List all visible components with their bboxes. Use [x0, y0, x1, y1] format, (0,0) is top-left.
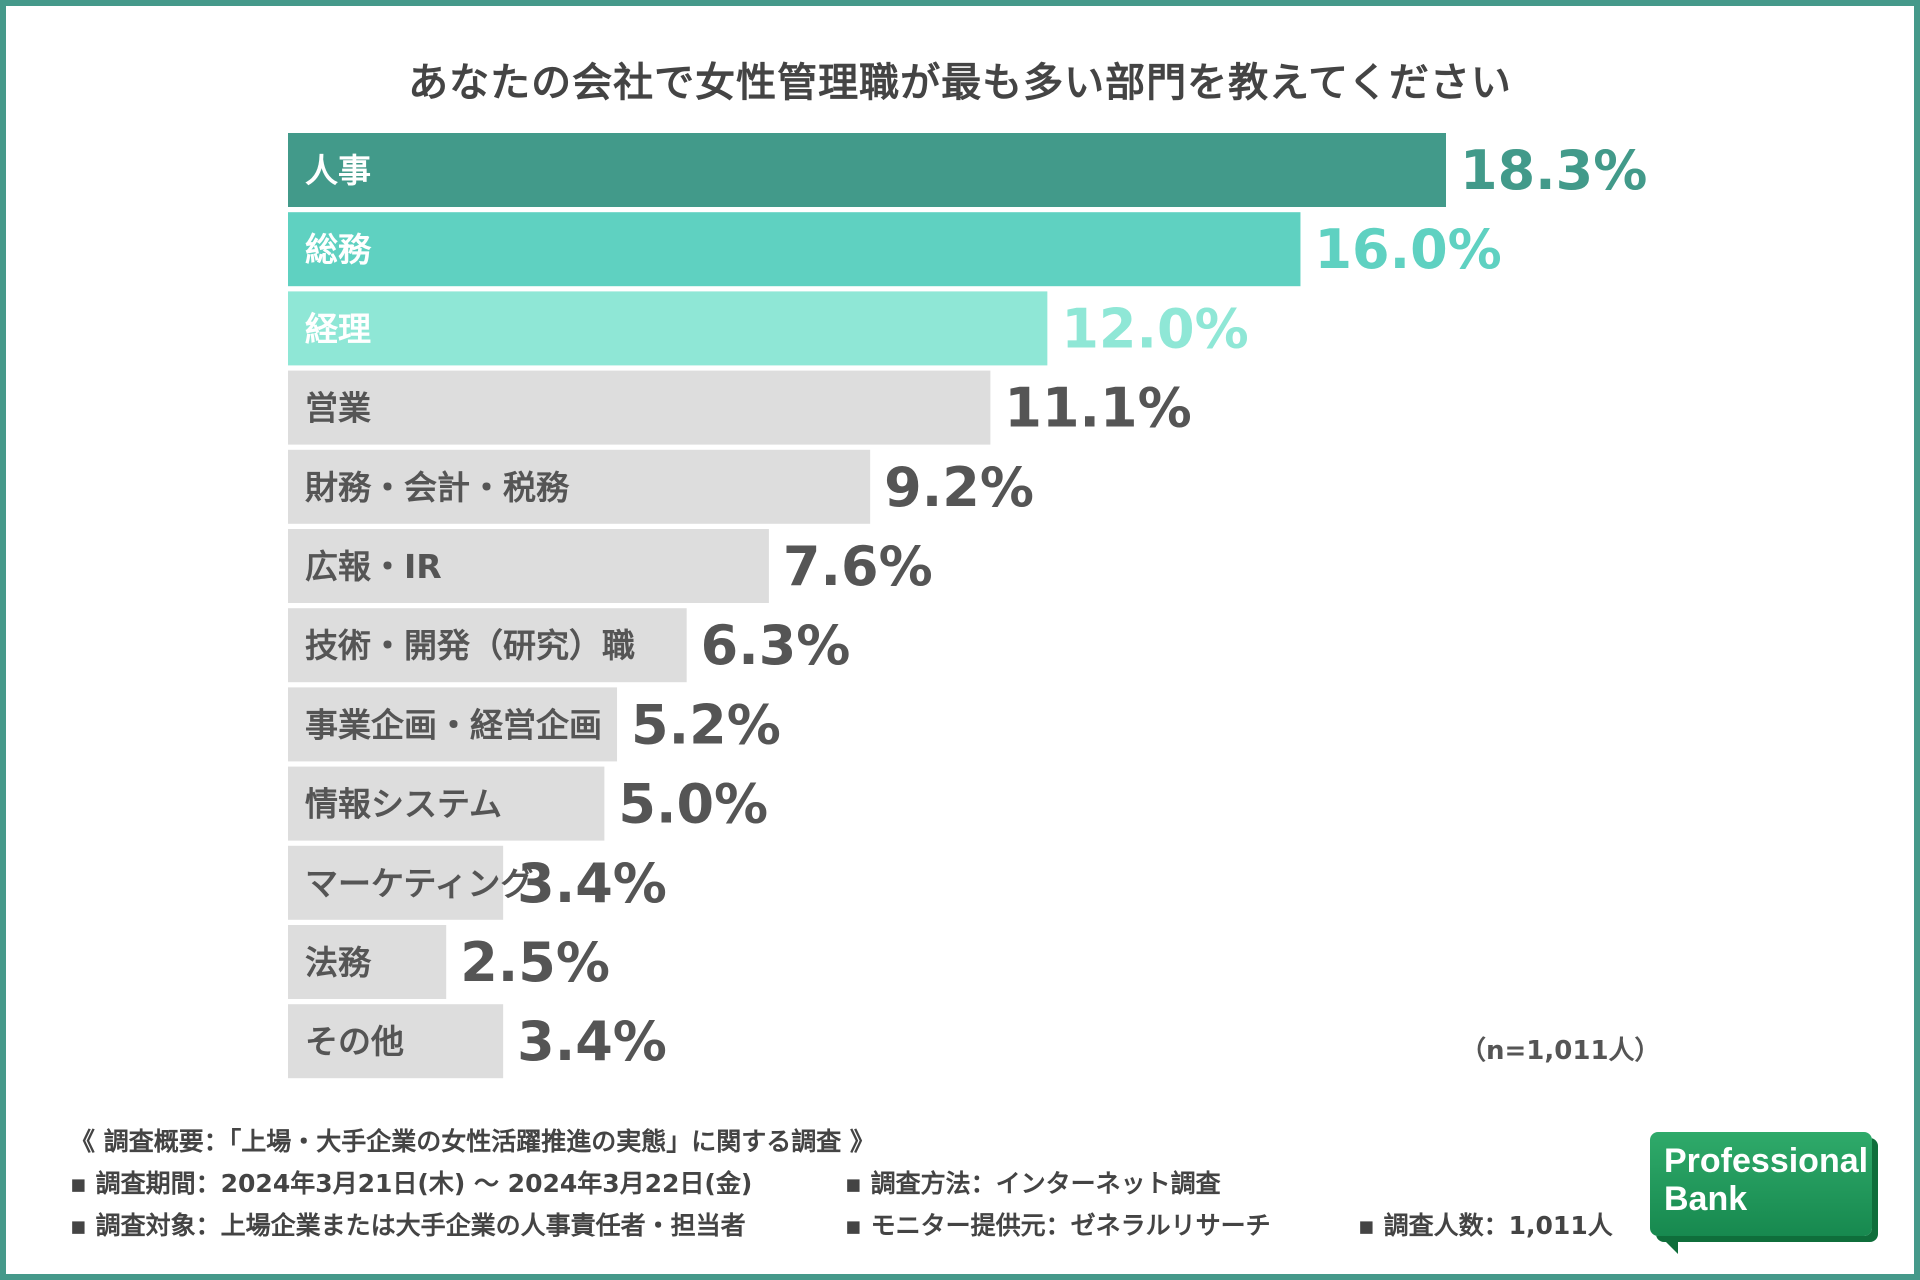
survey-provider: ▪ モニター提供元：ゼネラルリサーチ: [845, 1211, 1271, 1240]
value-label-2: 12.0%: [1061, 297, 1248, 360]
value-label-9: 3.4%: [517, 852, 667, 915]
category-label-7: 事業企画・経営企画: [305, 705, 602, 744]
logo-line-1: Professional: [1664, 1142, 1869, 1180]
value-label-4: 9.2%: [884, 456, 1034, 519]
category-label-10: 法務: [305, 943, 372, 982]
value-label-11: 3.4%: [517, 1010, 667, 1073]
bar-11: [288, 1004, 504, 1079]
professional-bank-logo: Professional Bank: [1650, 1132, 1872, 1236]
category-label-9: マーケティング: [305, 864, 533, 903]
bar-7: [288, 687, 618, 762]
logo-tail: [1660, 1236, 1678, 1254]
survey-period: ▪ 調査期間：2024年3月21日(木) ～ 2024年3月22日(金): [70, 1169, 753, 1198]
bar-9: [288, 845, 504, 920]
category-label-5: 広報・IR: [305, 547, 442, 586]
value-label-10: 2.5%: [460, 931, 610, 994]
category-label-4: 財務・会計・税務: [305, 468, 570, 507]
bar-3: [288, 370, 991, 445]
survey-count: ▪ 調査人数：1,011人: [1358, 1211, 1613, 1240]
value-label-1: 16.0%: [1314, 218, 1501, 281]
value-label-7: 5.2%: [631, 693, 781, 756]
chart-title: あなたの会社で女性管理職が最も多い部門を教えてください: [408, 60, 1512, 106]
bar-5: [288, 529, 769, 603]
survey-method: ▪ 調査方法：インターネット調査: [845, 1169, 1221, 1198]
value-label-0: 18.3%: [1460, 139, 1647, 202]
bar-8: [288, 766, 605, 841]
survey-summary: 《 調査概要：「上場・大手企業の女性活躍推進の実態」に関する調査 》: [70, 1127, 875, 1156]
bar-2: [288, 291, 1048, 366]
category-label-8: 情報システム: [305, 785, 502, 824]
value-label-6: 6.3%: [701, 614, 851, 677]
category-label-2: 経理: [305, 309, 371, 348]
bar-10: [288, 925, 447, 999]
bar-4: [288, 449, 871, 524]
sample-size-note: （n=1,011人）: [1460, 1036, 1661, 1066]
value-label-8: 5.0%: [618, 773, 768, 836]
value-label-5: 7.6%: [783, 535, 933, 598]
logo-line-2: Bank: [1664, 1180, 1748, 1218]
bar-1: [288, 212, 1301, 287]
bar-6: [288, 608, 687, 683]
category-label-0: 人事: [305, 151, 371, 190]
bar-0: [288, 133, 1446, 207]
category-label-6: 技術・開発（研究）職: [305, 626, 635, 665]
category-label-3: 営業: [305, 389, 371, 428]
category-label-11: その他: [305, 1022, 404, 1061]
survey-target: ▪ 調査対象：上場企業または大手企業の人事責任者・担当者: [70, 1211, 746, 1240]
category-label-1: 総務: [305, 230, 372, 269]
value-label-3: 11.1%: [1004, 377, 1191, 440]
